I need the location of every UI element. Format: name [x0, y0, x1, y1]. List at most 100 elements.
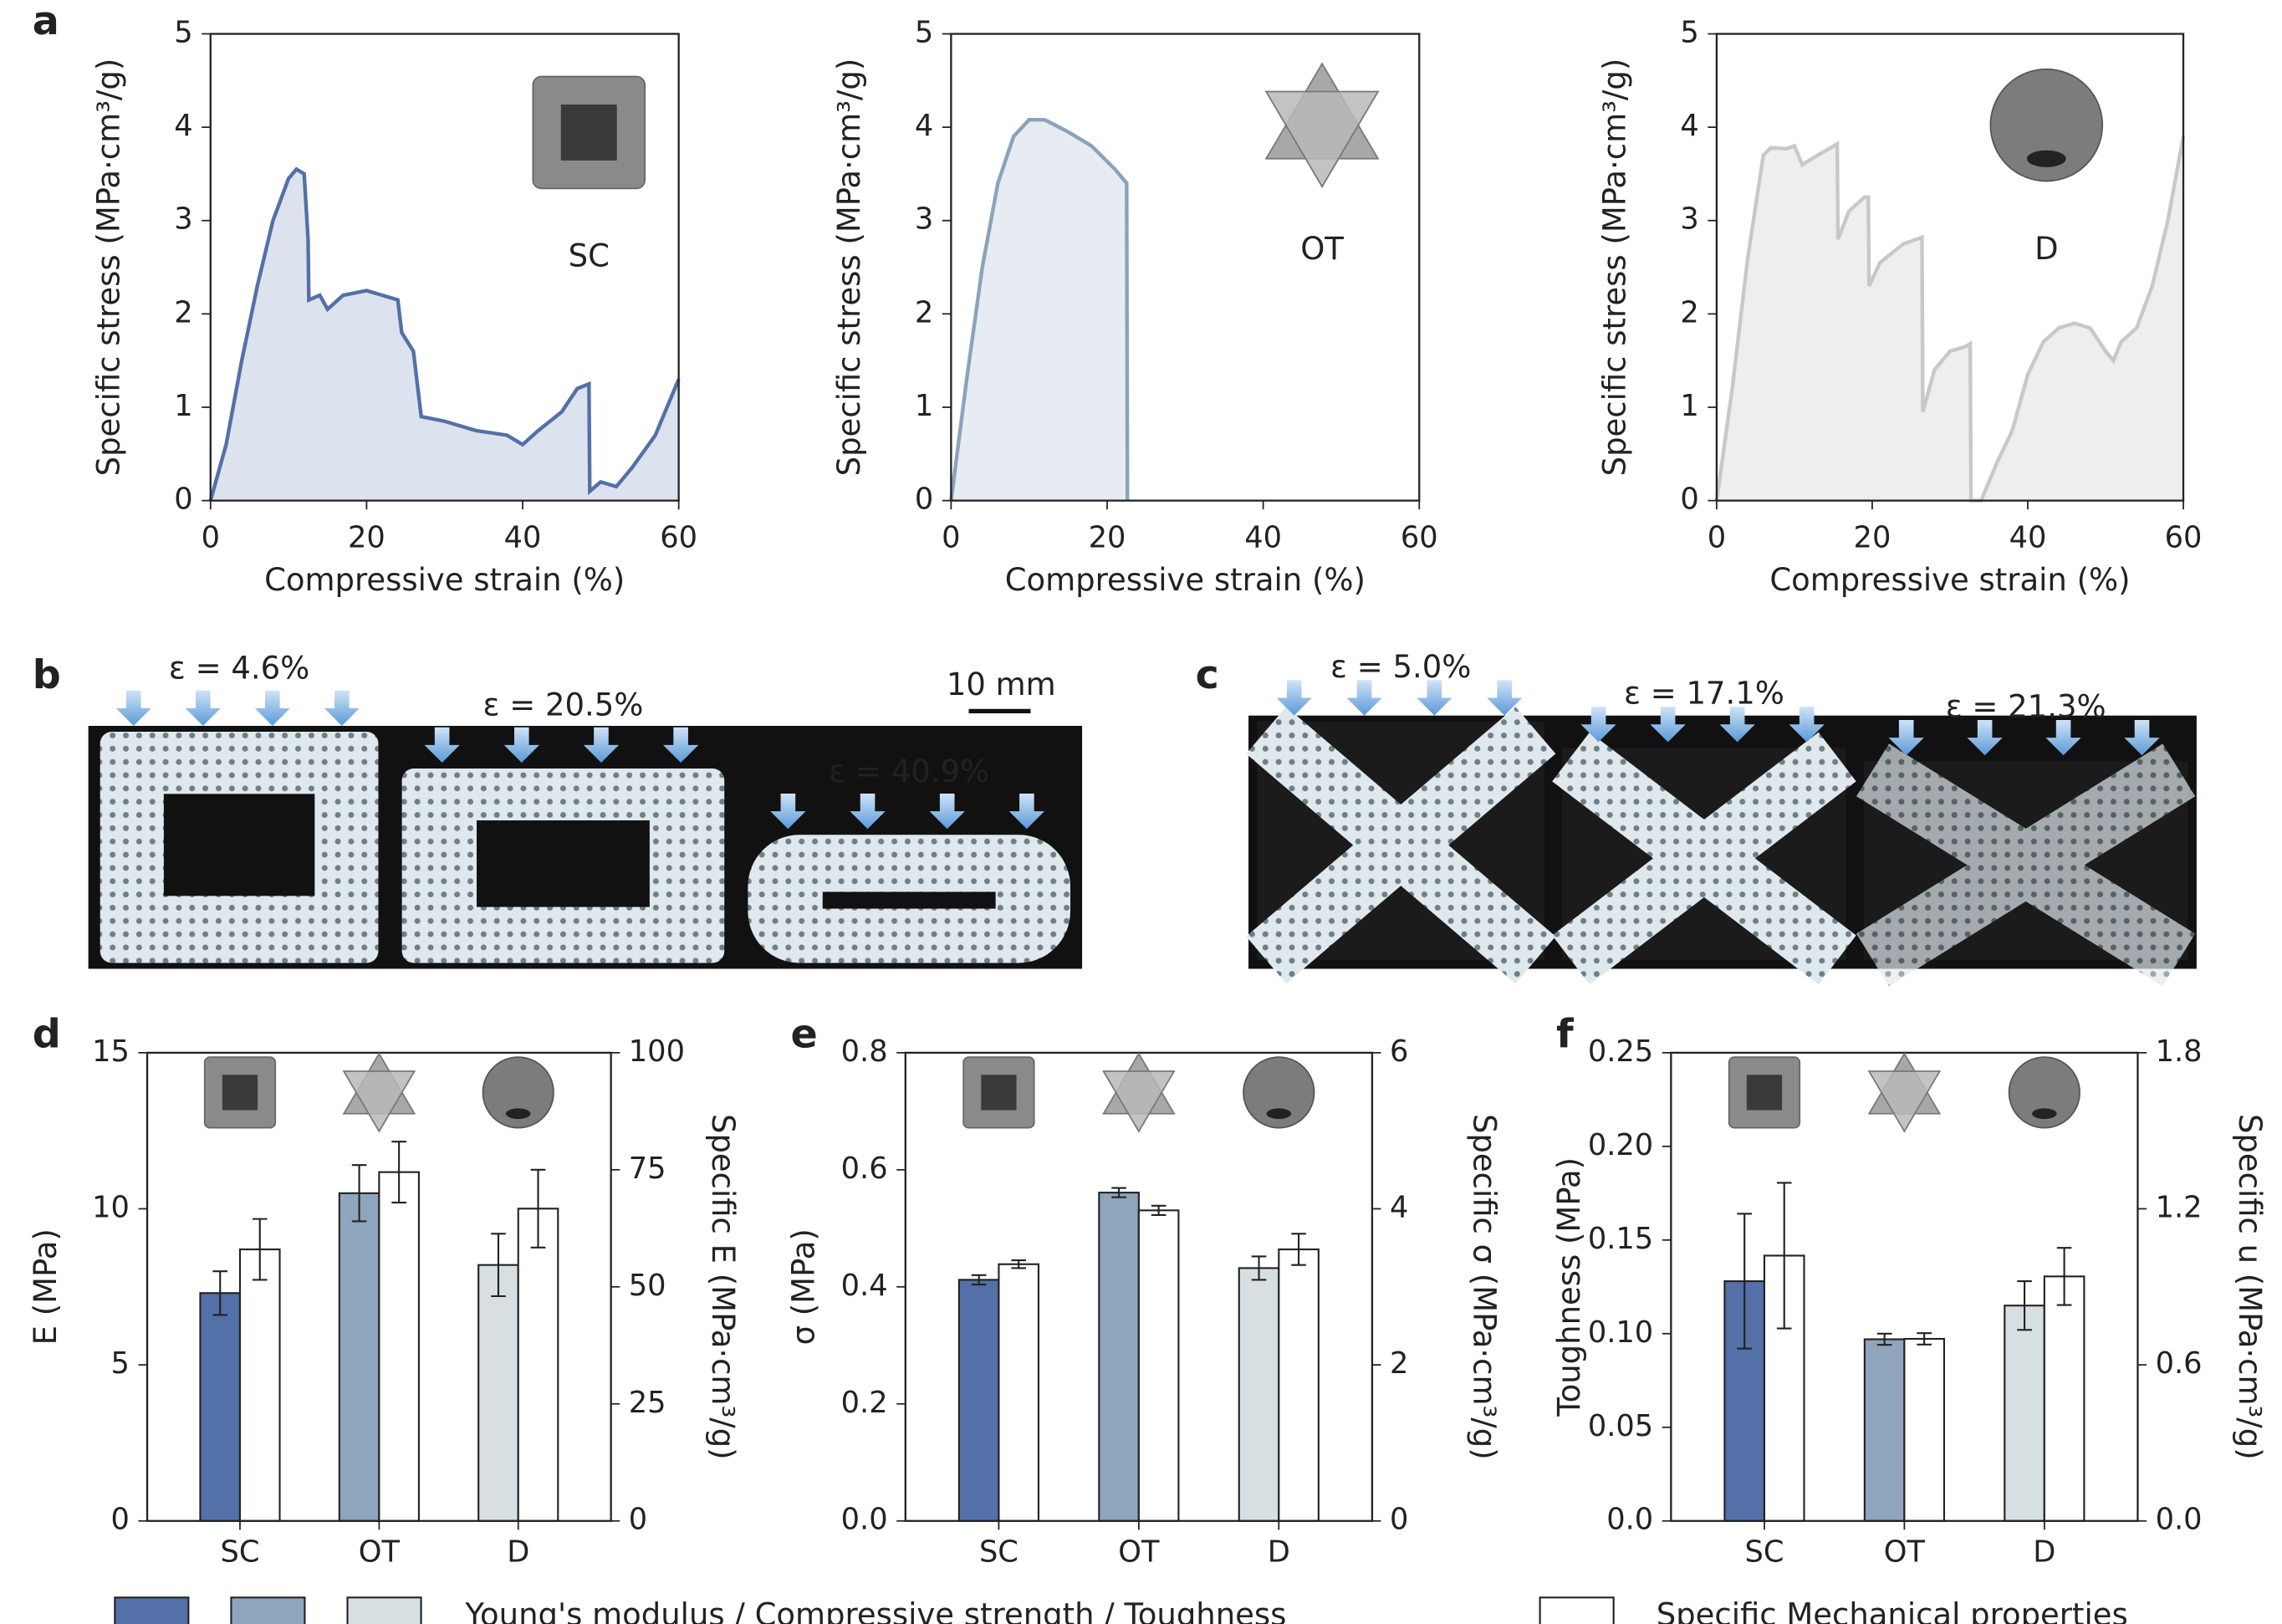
area-fill — [1717, 136, 2183, 500]
y-tick-label: 0.0 — [841, 1503, 888, 1537]
y-tick-label: 5 — [1680, 15, 1698, 49]
photo-hole — [164, 794, 314, 896]
icon-shape — [1267, 1108, 1292, 1119]
x-tick-label: SC — [979, 1535, 1018, 1569]
load-arrow — [1417, 680, 1452, 715]
x-tick-label: 0 — [942, 520, 960, 554]
y2-tick-label: 0.6 — [2156, 1346, 2203, 1381]
bar — [2004, 1305, 2045, 1521]
x-tick-label: SC — [221, 1535, 260, 1569]
y2-tick-label: 1.2 — [2156, 1190, 2203, 1224]
load-arrow — [116, 691, 151, 726]
strain-label: ε = 17.1% — [1624, 676, 1784, 712]
x-tick-label: 20 — [1854, 520, 1891, 554]
strain-label: ε = 4.6% — [169, 651, 309, 687]
y-tick-label: 4 — [174, 109, 192, 143]
bar — [1865, 1340, 1905, 1521]
x-tick-label: 40 — [504, 520, 542, 554]
load-arrow — [1346, 680, 1381, 715]
structure-icon — [1729, 1057, 1800, 1128]
y-axis-label: Toughness (MPa) — [1551, 1157, 1587, 1417]
y-tick-label: 0.0 — [1606, 1503, 1653, 1537]
y2-tick-label: 1.8 — [2156, 1034, 2203, 1069]
bar — [478, 1265, 518, 1521]
panel-label: c — [1196, 652, 1219, 698]
y-tick-label: 3 — [915, 202, 933, 237]
bar — [379, 1172, 419, 1521]
y-tick-label: 0.8 — [841, 1034, 888, 1069]
y2-axis-label: Specific σ (MPa·cm³/g) — [1466, 1114, 1502, 1460]
y-tick-label: 0.10 — [1588, 1315, 1653, 1350]
y2-axis-label: Specific u (MPa·cm³/g) — [2232, 1114, 2268, 1460]
y-axis-label: Specific stress (MPa·cm³/g) — [831, 59, 867, 477]
y2-tick-label: 50 — [629, 1269, 666, 1303]
y-tick-label: 5 — [111, 1346, 130, 1381]
y2-tick-label: 75 — [629, 1152, 666, 1186]
inset-label: OT — [1300, 231, 1344, 267]
bar — [339, 1193, 380, 1521]
y-tick-label: 3 — [174, 202, 192, 237]
y-axis-label: σ (MPa) — [786, 1228, 822, 1345]
structure-icon — [2009, 1057, 2080, 1128]
structure-icon — [1869, 1054, 1940, 1131]
structure-icon — [1243, 1057, 1315, 1128]
load-arrow — [324, 691, 360, 726]
y-tick-label: 0.4 — [841, 1269, 888, 1303]
x-axis-label: Compressive strain (%) — [264, 562, 625, 598]
panel-label: d — [33, 1011, 61, 1057]
structure-icon — [1104, 1054, 1175, 1131]
load-arrow — [1277, 680, 1312, 715]
panel-label: b — [33, 652, 61, 698]
x-tick-label: OT — [1884, 1535, 1926, 1569]
x-tick-label: 20 — [1089, 520, 1126, 554]
y-tick-label: 5 — [174, 15, 192, 49]
structure-icon — [533, 77, 645, 189]
bar — [1139, 1210, 1179, 1520]
inset-label: D — [2034, 231, 2058, 267]
y-tick-label: 1 — [1680, 389, 1698, 423]
strain-label: ε = 5.0% — [1330, 649, 1471, 685]
icon-shape — [2032, 1108, 2057, 1119]
bar — [1099, 1192, 1139, 1521]
y-axis-label: Specific stress (MPa·cm³/g) — [91, 59, 127, 477]
y-tick-label: 0 — [174, 483, 192, 517]
load-arrow — [255, 691, 290, 726]
bar — [998, 1264, 1039, 1521]
y-tick-label: 2 — [915, 295, 933, 329]
bar — [1239, 1268, 1279, 1520]
y-tick-label: 5 — [915, 15, 933, 49]
y-tick-label: 0.20 — [1588, 1128, 1653, 1162]
structure-icon — [344, 1054, 415, 1131]
y-tick-label: 0 — [915, 483, 933, 517]
icon-shape — [1747, 1075, 1782, 1110]
bar — [1904, 1339, 1944, 1521]
load-arrow — [186, 691, 221, 726]
x-tick-label: 60 — [1401, 520, 1438, 554]
icon-shape — [222, 1075, 258, 1110]
x-tick-label: 60 — [660, 520, 697, 554]
y2-tick-label: 25 — [629, 1386, 666, 1420]
x-tick-label: 0 — [202, 520, 220, 554]
x-tick-label: 40 — [2009, 520, 2047, 554]
y2-tick-label: 100 — [629, 1034, 685, 1069]
y2-tick-label: 0.0 — [2156, 1503, 2203, 1537]
y2-tick-label: 2 — [1390, 1346, 1408, 1381]
legend-swatch — [348, 1597, 421, 1624]
x-tick-label: 40 — [1244, 520, 1282, 554]
area-fill — [211, 169, 679, 500]
y2-tick-label: 4 — [1390, 1190, 1408, 1224]
figure: 0204060012345Compressive strain (%)Speci… — [0, 0, 2282, 1624]
icon-shape — [981, 1075, 1016, 1110]
y-axis-label: E (MPa) — [28, 1228, 64, 1345]
legend-label: Young's modulus / Compressive strength /… — [464, 1597, 1286, 1624]
x-tick-label: 60 — [2165, 520, 2203, 554]
y-tick-label: 0.2 — [841, 1386, 888, 1420]
y-axis-label: Specific stress (MPa·cm³/g) — [1597, 59, 1633, 477]
bar — [959, 1279, 999, 1520]
structure-icon — [1990, 69, 2102, 181]
y-tick-label: 4 — [915, 109, 933, 143]
x-tick-label: SC — [1744, 1535, 1784, 1569]
y-tick-label: 0 — [1680, 483, 1698, 517]
legend-label: Specific Mechanical properties — [1657, 1597, 2128, 1624]
strain-label: ε = 20.5% — [482, 687, 643, 723]
